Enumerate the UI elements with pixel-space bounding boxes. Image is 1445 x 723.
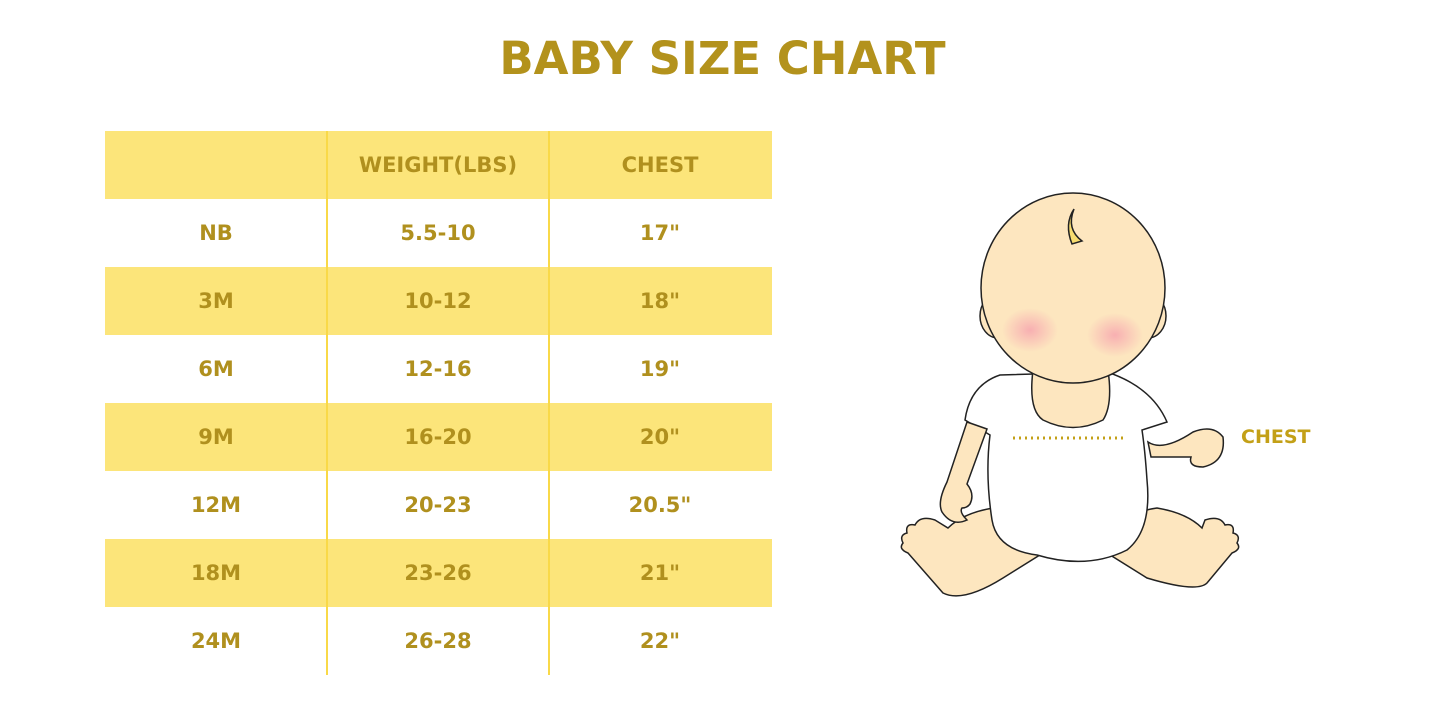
column-divider [326, 131, 328, 675]
weight-cell: 16-20 [404, 425, 472, 449]
size-cell: 6M [198, 357, 234, 381]
size-cell: 24M [190, 629, 242, 653]
table-row: NB 5.5-10 17" [105, 199, 772, 267]
weight-cell: 26-28 [404, 629, 472, 653]
baby-illustration [900, 192, 1240, 597]
size-cell: NB [199, 221, 233, 245]
chest-cell: 20" [639, 425, 681, 449]
table-row: 12M 20-23 20.5" [105, 471, 772, 539]
chest-cell: 18" [639, 289, 681, 313]
header-cell [105, 131, 327, 199]
chest-cell: 22" [639, 629, 681, 653]
header-cell: CHEST [621, 153, 699, 177]
table-row: 9M 16-20 20" [105, 403, 772, 471]
table-header-row: WEIGHT(LBS) CHEST [105, 131, 772, 199]
chest-cell: 19" [639, 357, 681, 381]
weight-cell: 5.5-10 [400, 221, 476, 245]
table-row: 24M 26-28 22" [105, 607, 772, 675]
size-cell: 3M [198, 289, 234, 313]
chest-cell: 17" [639, 221, 681, 245]
chest-cell: 21" [639, 561, 681, 585]
chest-label: CHEST [1241, 426, 1311, 448]
weight-cell: 20-23 [404, 493, 472, 517]
page-title: BABY SIZE CHART [499, 32, 946, 85]
weight-cell: 10-12 [404, 289, 472, 313]
size-cell: 18M [190, 561, 242, 585]
size-cell: 12M [190, 493, 242, 517]
chest-cell: 20.5" [628, 493, 692, 517]
table-row: 18M 23-26 21" [105, 539, 772, 607]
size-table: WEIGHT(LBS) CHEST NB 5.5-10 17" 3M 10-12 18" 6… [105, 131, 772, 675]
column-divider [548, 131, 550, 675]
weight-cell: 12-16 [404, 357, 472, 381]
table-row: 6M 12-16 19" [105, 335, 772, 403]
weight-cell: 23-26 [404, 561, 472, 585]
header-cell: WEIGHT(LBS) [358, 153, 518, 177]
size-cell: 9M [198, 425, 234, 449]
table-row: 3M 10-12 18" [105, 267, 772, 335]
